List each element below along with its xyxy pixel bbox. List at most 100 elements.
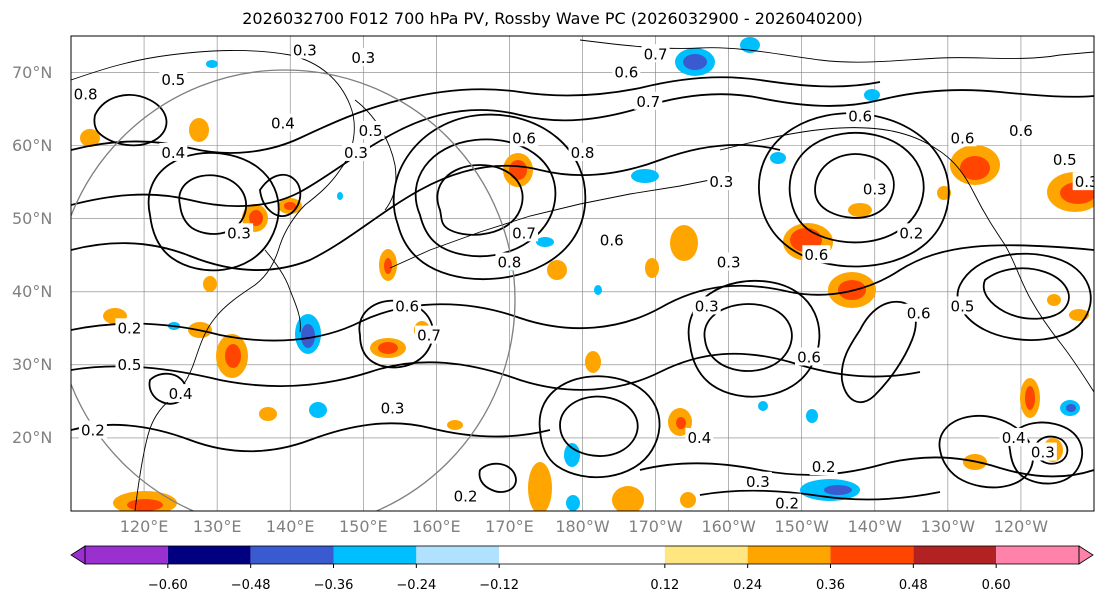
contour-line (93, 94, 168, 147)
contour-label: 0.3 (709, 173, 733, 191)
contour-line (639, 456, 1094, 478)
contour-label-bg (773, 493, 802, 511)
contour-label-bg (597, 230, 626, 249)
contour-label-bg (159, 142, 188, 161)
contour-line (938, 414, 1034, 489)
contour-label-bg (356, 121, 385, 139)
contour-label: 0.2 (454, 487, 478, 505)
contour-label: 0.6 (907, 305, 931, 323)
colorbar-bin (830, 546, 914, 564)
contour-label-bg (707, 172, 736, 191)
contour-label: 0.3 (863, 180, 887, 198)
longitude-label: 150°E (338, 517, 388, 536)
contour-label: 0.6 (600, 232, 624, 250)
contour-line (71, 422, 551, 453)
contour-label: 0.8 (74, 85, 98, 103)
latitude-label: 30°N (12, 354, 53, 374)
contour-label-bg (415, 325, 444, 344)
contour-line (259, 173, 302, 217)
contour-label: 0.5 (359, 122, 383, 140)
longitude-label: 140°W (847, 517, 902, 536)
contour-label-bg (115, 354, 144, 373)
colorbar-bin (664, 546, 748, 564)
latitude-label: 20°N (12, 427, 53, 447)
contour-line (699, 489, 941, 501)
contour-line (1008, 421, 1083, 485)
colorbar-extend-high (1078, 545, 1094, 565)
contour-labels: 0.3 0.3 0.6 0.7 0.7 0.6 0.6 0.6 0.5 0.3 0.8 0.5 0.4 0… (71, 40, 1099, 513)
contour-label: 0.4 (169, 385, 193, 403)
contour-line (436, 164, 524, 236)
longitude-label: 120°E (119, 517, 169, 536)
contour-line (538, 375, 661, 479)
contour-label-bg (1050, 150, 1079, 169)
contour-label: 0.4 (271, 115, 295, 133)
map-frame (70, 35, 1095, 512)
contour-label-bg (1006, 121, 1035, 139)
contour-label: 0.5 (1053, 151, 1077, 169)
contour-label-bg (802, 245, 831, 264)
contour-label: 0.4 (1002, 429, 1026, 447)
contour-label: 0.7 (644, 45, 668, 63)
contour-label: 0.5 (951, 297, 975, 315)
contour-line (71, 352, 921, 391)
contour-label-bg (897, 223, 926, 242)
contour-label: 0.7 (512, 224, 536, 242)
contour-label: 0.2 (81, 422, 105, 440)
contour-label: 0.3 (227, 224, 251, 242)
contour-label: 0.3 (381, 400, 405, 418)
contour-label-bg (115, 318, 144, 337)
contour-label-bg (743, 471, 772, 490)
contour-label: 0.6 (848, 107, 872, 125)
contour-label-bg (349, 47, 378, 66)
contour-label: 0.3 (1075, 173, 1099, 191)
pv-contours (71, 76, 1094, 501)
longitude-label: 180°W (555, 517, 610, 536)
contour-label: 0.6 (614, 64, 638, 82)
contour-label: 0.3 (695, 297, 719, 315)
contour-label-bg (378, 398, 407, 417)
coastline-aleutians (389, 177, 721, 269)
contour-label: 0.2 (775, 495, 799, 513)
contour-label: 0.3 (717, 254, 741, 272)
colorbar-tick-label: 0.60 (981, 578, 1011, 593)
colorbar-bin (747, 546, 831, 564)
latitude-label: 60°N (12, 135, 53, 155)
contour-label: 0.2 (812, 458, 836, 476)
colorbar-bin (996, 546, 1079, 564)
latitude-label: 70°N (12, 62, 53, 82)
contour-label: 0.3 (293, 42, 317, 60)
colorbar-tick-label: −0.36 (313, 578, 354, 593)
longitude-label: 160°E (412, 517, 461, 536)
contour-line (414, 138, 557, 258)
contour-line (814, 153, 895, 219)
contour-label: 0.6 (797, 349, 821, 367)
colorbar-tick-label: −0.12 (479, 578, 520, 593)
contour-label: 0.4 (687, 429, 711, 447)
contour-line (703, 303, 793, 372)
colorbar-bin (167, 546, 251, 564)
colorbar-bin (333, 546, 417, 564)
contour-label-bg (809, 457, 838, 476)
colorbar-bin (250, 546, 334, 564)
contour-label: 0.3 (344, 144, 368, 162)
contour-line (358, 299, 434, 369)
contour-line (178, 174, 248, 235)
contour-label: 0.6 (1009, 122, 1033, 140)
contour-label-bg (641, 44, 670, 63)
contour-label-bg (1028, 442, 1057, 461)
latitude-label: 40°N (12, 281, 53, 301)
colorbar-tick-label: −0.60 (147, 578, 188, 593)
contour-label: 0.6 (951, 129, 975, 147)
contour-label-bg (612, 62, 641, 81)
longitude-label: 170°E (485, 517, 534, 536)
contour-label-bg (948, 128, 977, 147)
contour-label: 0.7 (417, 327, 441, 345)
contour-label-bg (510, 128, 539, 147)
reference-circle (71, 69, 516, 511)
latitude-label: 50°N (12, 208, 53, 228)
contour-label: 0.2 (899, 224, 923, 242)
colorbar-tick-label: 0.24 (733, 578, 763, 593)
contour-label-bg (1072, 172, 1094, 191)
